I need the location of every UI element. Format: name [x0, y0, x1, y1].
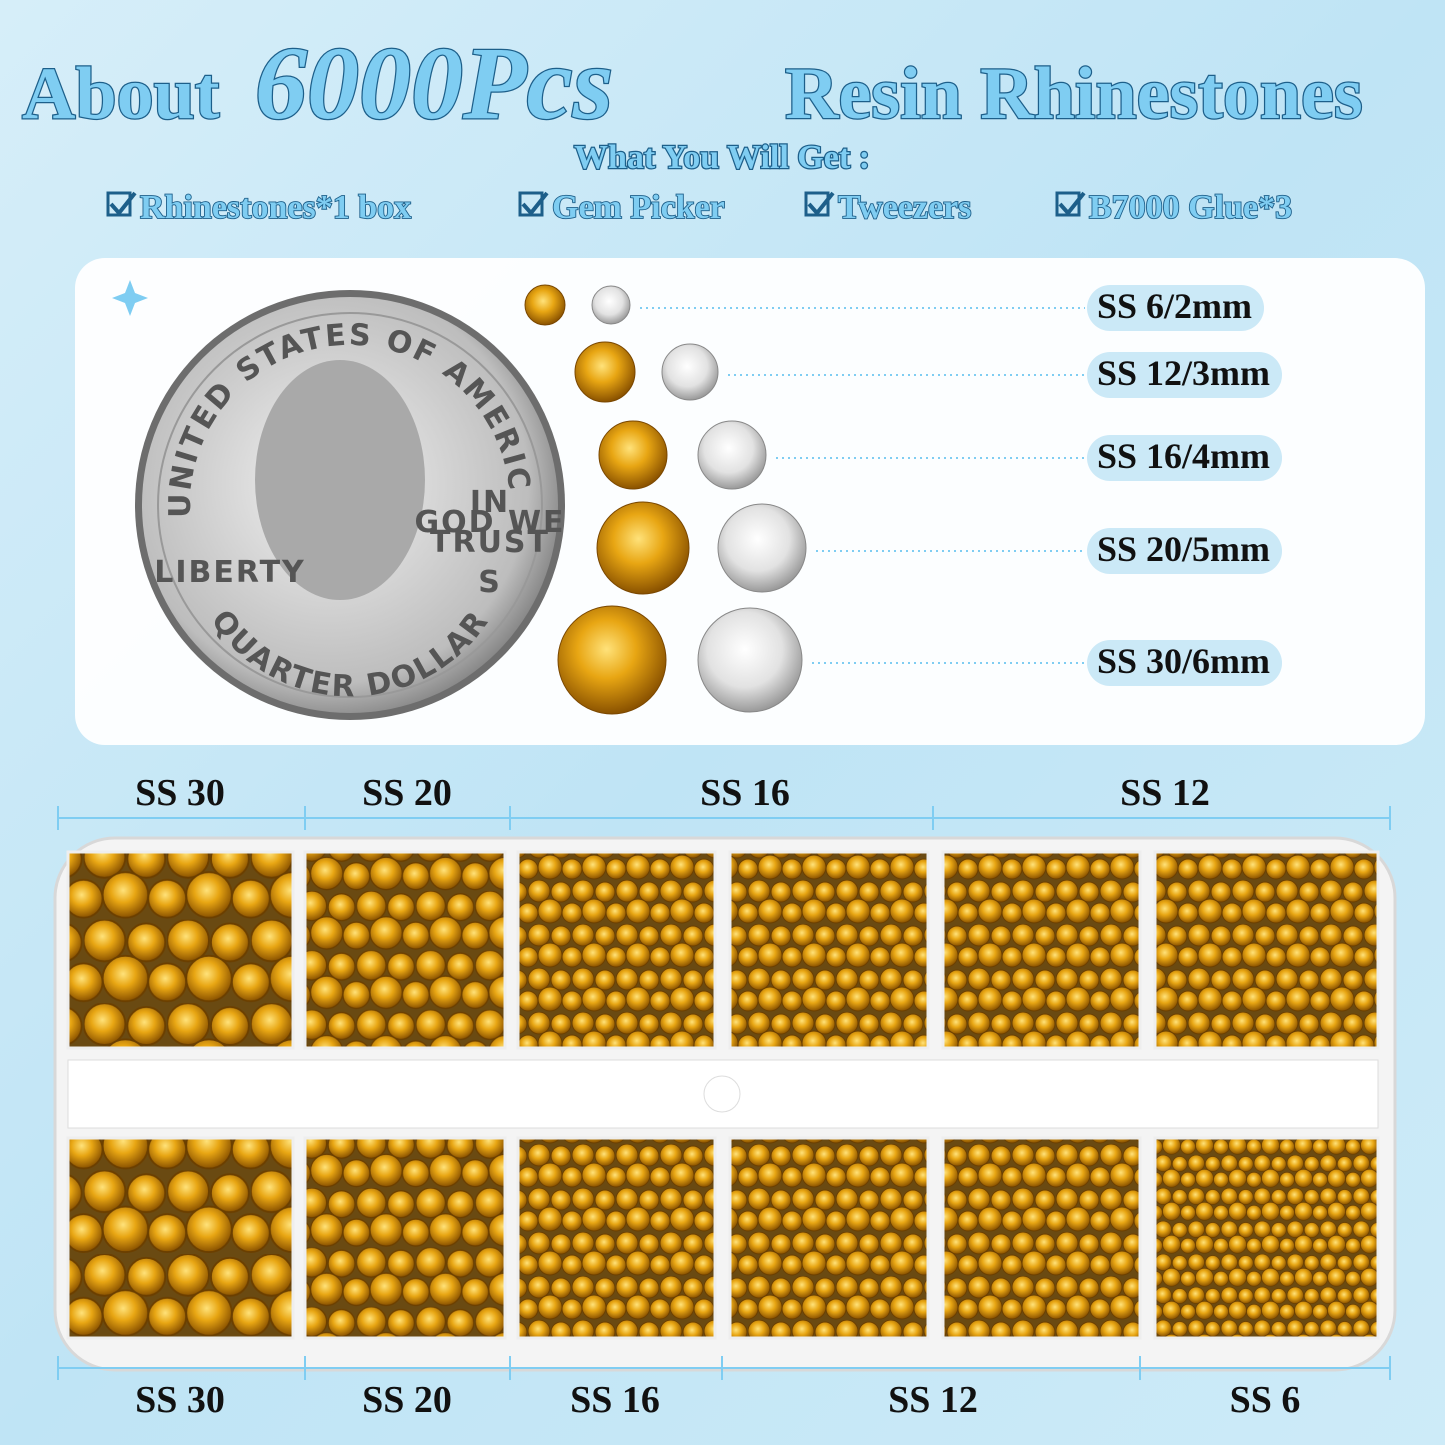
size-label: SS 16/4mm	[1097, 436, 1270, 476]
gold-gem	[524, 284, 566, 326]
top-size-label: SS 12	[1120, 772, 1210, 814]
checkmark	[807, 191, 835, 217]
size-label: SS 30/6mm	[1097, 641, 1270, 681]
clear-gem	[697, 420, 767, 490]
title-lead: About	[22, 53, 220, 135]
top-size-label: SS 30	[135, 772, 225, 814]
bottom-size-label: SS 12	[888, 1379, 978, 1421]
size-label: SS 12/3mm	[1097, 353, 1270, 393]
size-pill	[1087, 435, 1283, 481]
bottom-size-label: SS 16	[570, 1379, 660, 1421]
gold-gem	[598, 420, 668, 490]
sparkle	[112, 280, 148, 316]
item-label: Rhinestones*1 box	[140, 189, 411, 226]
coin-left: LIBERTY	[154, 555, 306, 590]
tray	[53, 836, 1397, 1372]
clear-gem	[661, 343, 719, 401]
item-list: Rhinestones*1 box Gem Picker Tweezers B7000…	[106, 188, 1293, 227]
compartment	[1153, 1136, 1380, 1340]
checkmark	[1058, 191, 1086, 217]
dimensions: SS 30 SS 20 SS 16 SS 12 SS 30 SS 20 SS 16 SS 12…	[57, 772, 1391, 1421]
item-label: Gem Picker	[552, 189, 725, 226]
title-product: Resin Rhinestones	[785, 53, 1363, 135]
gold-gem	[574, 341, 636, 403]
compartment	[516, 850, 717, 1050]
coin-motto: GOD WE	[414, 505, 565, 540]
size-pill	[1087, 528, 1283, 574]
compartment	[66, 850, 295, 1050]
title-count: 6000Pcs	[255, 26, 613, 141]
item-label: B7000 Glue*3	[1089, 189, 1292, 226]
bottom-size-label: SS 6	[1230, 1379, 1301, 1421]
size-label: SS 20/5mm	[1097, 529, 1270, 569]
checkmark	[109, 191, 137, 217]
compartment	[941, 850, 1142, 1050]
top-size-label: SS 20	[362, 772, 452, 814]
clear-gem	[591, 285, 631, 325]
size-pill	[1087, 285, 1265, 331]
clear-gem	[697, 607, 803, 713]
size-list: SS 6/2mm SS 12/3mm SS 16/4mm SS 20/5mm SS 30…	[524, 284, 1283, 715]
size-pill	[1087, 640, 1283, 686]
top-size-label: SS 16	[700, 772, 790, 814]
bottom-size-label: SS 30	[135, 1379, 225, 1421]
compartment	[728, 850, 930, 1050]
gold-gem	[596, 501, 690, 595]
compartment	[1153, 850, 1380, 1050]
compartment	[303, 850, 507, 1050]
coin-mint: S	[478, 565, 502, 600]
item-label: Tweezers	[838, 189, 971, 226]
compartment	[516, 1136, 717, 1340]
clear-gem	[717, 503, 807, 593]
size-pill	[1087, 352, 1283, 398]
compartment	[728, 1136, 930, 1340]
coin-motto: TRUST	[430, 525, 550, 560]
coin-motto: IN	[470, 485, 510, 520]
size-label: SS 6/2mm	[1097, 286, 1252, 326]
checkmark	[521, 191, 549, 217]
compartment	[941, 1136, 1142, 1340]
compartment	[66, 1136, 295, 1340]
bottom-size-label: SS 20	[362, 1379, 452, 1421]
compartment	[303, 1136, 507, 1340]
subtitle: What You Will Get :	[574, 139, 870, 176]
gold-gem	[557, 605, 667, 715]
